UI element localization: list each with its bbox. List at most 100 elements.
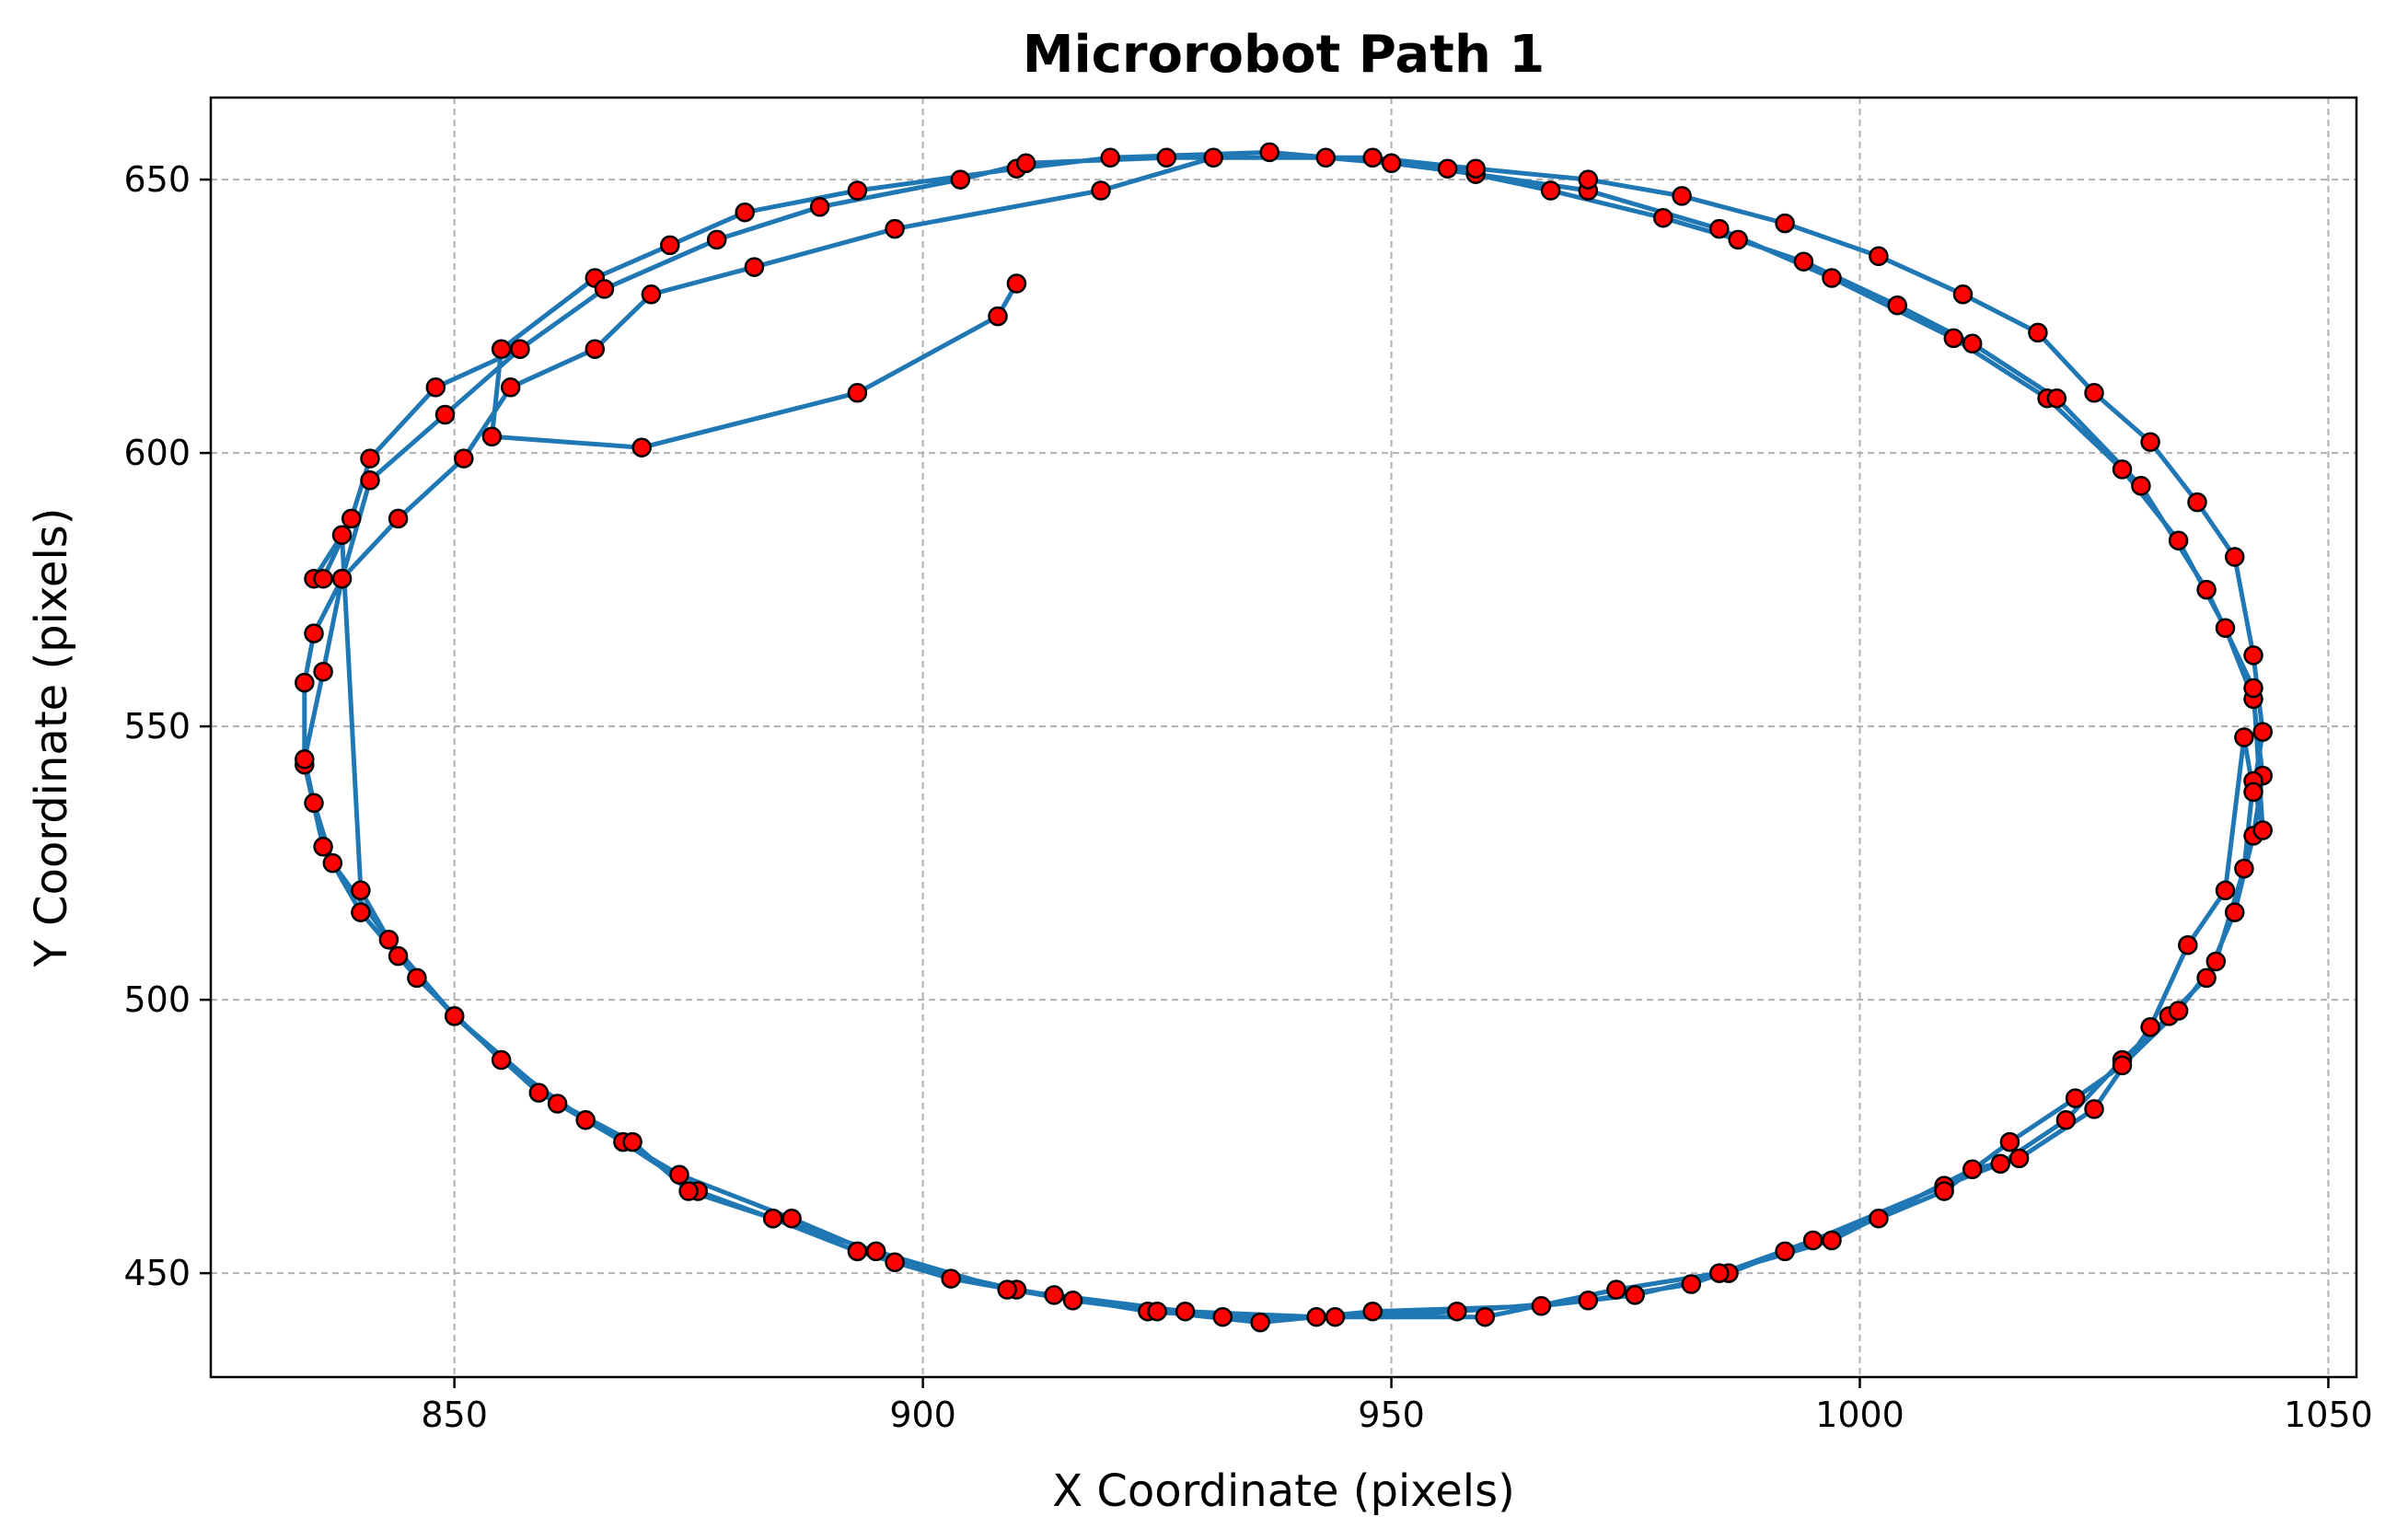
path-point [1475, 1306, 1496, 1327]
path-point [2084, 383, 2104, 403]
path-point [500, 377, 521, 398]
path-point [351, 902, 371, 922]
path-point [1091, 180, 1111, 201]
path-point [2140, 1017, 2160, 1037]
path-point [425, 377, 446, 398]
path-point [997, 1279, 1017, 1300]
path-point [1775, 1241, 1795, 1262]
path-point [2084, 1099, 2104, 1119]
path-point [1325, 1306, 1346, 1327]
path-point [2243, 677, 2263, 699]
path-point [360, 448, 380, 469]
path-point [2168, 1001, 2189, 1021]
path-point [1775, 213, 1795, 234]
path-point [1362, 147, 1383, 168]
path-point [2243, 645, 2263, 666]
path-point [2168, 530, 2189, 550]
path-point [2196, 579, 2217, 600]
path-point [1822, 268, 1842, 288]
chart-title: Microrobot Path 1 [1023, 25, 1546, 85]
path-point [1147, 1301, 1167, 1322]
path-point [2252, 722, 2273, 742]
path-point [1999, 1131, 2020, 1152]
path-point [2055, 1110, 2077, 1130]
path-point [594, 279, 615, 299]
y-tick-label: 550 [123, 706, 191, 747]
path-point [313, 661, 333, 682]
path-point [1437, 158, 1458, 179]
path-point [1315, 147, 1337, 168]
x-axis-label: X Coordinate (pixels) [1052, 1465, 1515, 1517]
path-point [313, 837, 333, 857]
path-point [2112, 1055, 2133, 1076]
path-point [1465, 158, 1486, 179]
path-point [1156, 147, 1177, 168]
path-point [295, 672, 315, 693]
path-point [1943, 328, 1964, 349]
path-point [510, 339, 530, 359]
path-point [1887, 295, 1907, 316]
path-point [809, 197, 830, 217]
y-tick-label: 650 [123, 159, 191, 200]
x-tick-label: 850 [421, 1395, 488, 1435]
path-point [762, 1208, 783, 1229]
path-point [641, 284, 662, 305]
path-point [2243, 782, 2263, 803]
path-point [2065, 1088, 2086, 1108]
path-point [481, 426, 503, 447]
grid [211, 98, 2356, 1377]
path-point [1681, 1274, 1702, 1294]
path-point [547, 1094, 568, 1114]
path-point [1381, 153, 1402, 174]
path-point [660, 235, 680, 256]
path-point [1447, 1301, 1467, 1322]
plot-area [211, 98, 2356, 1377]
path-point [1822, 1230, 1842, 1251]
path-point [678, 1181, 699, 1201]
path-point [1212, 1306, 1233, 1327]
path-point [1175, 1301, 1196, 1322]
path-point [2009, 1148, 2030, 1169]
path-point [2215, 618, 2236, 638]
path-point [735, 202, 755, 223]
path-point [585, 339, 606, 359]
path-point [2224, 902, 2245, 922]
path-point [1100, 147, 1120, 168]
path-point [2140, 432, 2160, 452]
path-point [407, 967, 427, 989]
path-point [2131, 476, 2151, 496]
path-point [2252, 820, 2273, 840]
path-point [1044, 1285, 1064, 1305]
path-point [865, 1241, 886, 1262]
path-point [988, 306, 1008, 327]
path-point [378, 930, 399, 950]
path-point [2178, 934, 2198, 955]
path-point [1203, 147, 1223, 168]
path-markers [295, 142, 2273, 1333]
path-point [1606, 1279, 1627, 1300]
path-point [1728, 229, 1748, 250]
path-point [341, 508, 362, 529]
x-tick-label: 950 [1358, 1395, 1425, 1435]
path-point [1934, 1181, 1954, 1201]
path-point [491, 1049, 512, 1071]
path-point [351, 880, 371, 901]
path-point [1578, 169, 1599, 190]
path-point [1625, 1285, 1645, 1305]
path-point [1531, 1296, 1552, 1316]
path-point [295, 749, 315, 770]
path-point [1062, 1291, 1083, 1311]
x-tick-label: 1050 [2284, 1395, 2373, 1435]
path-point [444, 1006, 465, 1026]
path-point [2112, 459, 2133, 480]
path-point [1540, 180, 1561, 201]
path-point [847, 383, 868, 403]
path-point [1653, 207, 1673, 228]
path-point [1869, 1208, 1889, 1229]
path-point [941, 1268, 961, 1289]
path-point [1990, 1153, 2010, 1175]
plot-frame [209, 96, 2358, 1379]
y-axis-label: Y Coordinate (pixels) [26, 507, 77, 967]
